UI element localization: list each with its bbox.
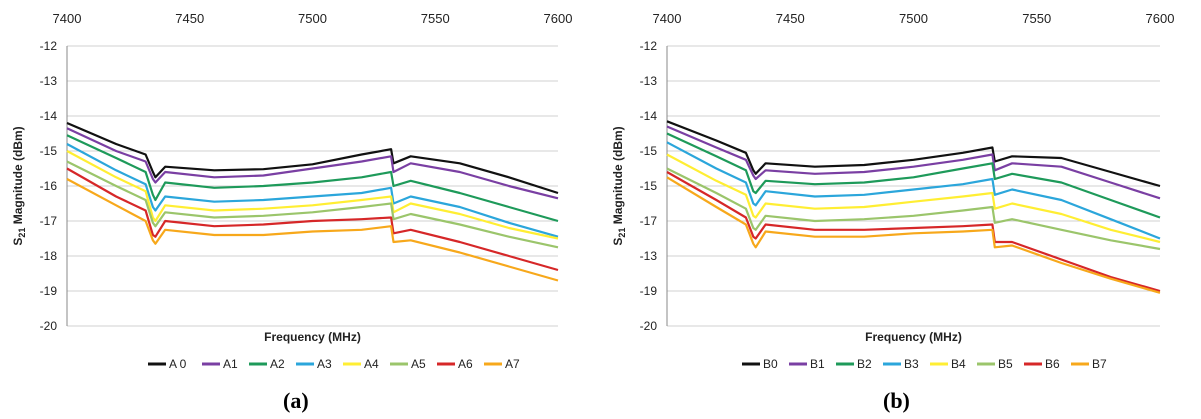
y-tick-label: -13 xyxy=(40,74,58,88)
legend-label: B0 xyxy=(763,357,778,371)
panel-label-b: (b) xyxy=(883,388,910,413)
y-tick-label: -12 xyxy=(640,39,658,53)
y-tick-label: -16 xyxy=(40,179,58,193)
y-tick-label: -15 xyxy=(640,144,658,158)
x-tick-label: 7400 xyxy=(653,11,682,26)
y-axis-label-rest: Magnitude (dBm) xyxy=(11,126,25,227)
x-tick-label: 7400 xyxy=(53,11,82,26)
series-line-a7 xyxy=(66,178,559,282)
panel-label-a: (a) xyxy=(283,388,309,413)
x-tick-label: 7550 xyxy=(421,11,450,26)
series-line-a1 xyxy=(66,127,559,200)
y-tick-label: -14 xyxy=(640,109,658,123)
x-tick-label: 7450 xyxy=(175,11,204,26)
series-line-b4 xyxy=(666,153,1161,244)
x-tick-label: 7550 xyxy=(1022,11,1051,26)
y-tick-label: -15 xyxy=(40,144,58,158)
y-tick-label: -13 xyxy=(640,74,658,88)
y-tick-label: -19 xyxy=(40,284,58,298)
legend-label: A3 xyxy=(317,357,332,371)
series-line-b6 xyxy=(666,171,1161,293)
x-tick-label: 7600 xyxy=(1146,11,1175,26)
legend-label: B7 xyxy=(1092,357,1107,371)
y-tick-label: -12 xyxy=(40,39,58,53)
y-tick-label: -17 xyxy=(640,214,658,228)
series-line-b2 xyxy=(666,132,1161,219)
series-line-b3 xyxy=(666,141,1161,240)
legend-label: B4 xyxy=(951,357,966,371)
y-axis-label-subscript: 21 xyxy=(617,228,627,238)
series-line-a3 xyxy=(66,143,559,238)
x-axis-label: Frequency (MHz) xyxy=(264,330,361,344)
legend-label: B6 xyxy=(1045,357,1060,371)
legend-label: B2 xyxy=(857,357,872,371)
x-tick-label: 7500 xyxy=(298,11,327,26)
legend-label: A4 xyxy=(364,357,379,371)
chart-panel-b: -12 -13 -14 -15 -15 -17 -13 -19 -20 7400 7450 7500 7… xyxy=(611,11,1174,371)
y-axis-label-subscript: 21 xyxy=(17,228,27,238)
x-tick-label: 7500 xyxy=(899,11,928,26)
y-tick-label: -19 xyxy=(640,284,658,298)
series-line-b1 xyxy=(666,125,1161,200)
x-tick-label: 7600 xyxy=(544,11,573,26)
y-tick-label: -18 xyxy=(40,249,58,263)
series-line-b5 xyxy=(666,167,1161,251)
legend-label: A7 xyxy=(505,357,520,371)
y-tick-label: -20 xyxy=(40,319,58,333)
legend-label: B5 xyxy=(998,357,1013,371)
y-tick-label: -20 xyxy=(640,319,658,333)
legend-label: B3 xyxy=(904,357,919,371)
chart-panel-a: -12 -13 -14 -15 -16 -17 -18 -19 -20 7400 7450 7500 7… xyxy=(11,11,572,371)
y-axis-label-main: S xyxy=(611,238,625,246)
y-axis-label: S21 Magnitude (dBm) xyxy=(11,126,27,245)
series-line-a0 xyxy=(66,121,559,195)
y-axis-label-rest: Magnitude (dBm) xyxy=(611,126,625,227)
y-tick-label: -15 xyxy=(640,179,658,193)
y-axis-label-main: S xyxy=(11,238,25,246)
series-line-b7 xyxy=(666,176,1161,294)
x-tick-label: 7450 xyxy=(776,11,805,26)
legend-label: A 0 xyxy=(169,357,187,371)
legend-label: A6 xyxy=(458,357,473,371)
y-axis-label: S21 Magnitude (dBm) xyxy=(611,126,627,245)
y-tick-label: -14 xyxy=(40,109,58,123)
series-line-b0 xyxy=(666,120,1161,188)
legend-label: B1 xyxy=(810,357,825,371)
series-line-a2 xyxy=(66,134,559,223)
legend-label: A5 xyxy=(411,357,426,371)
legend-label: A1 xyxy=(223,357,238,371)
x-axis-label: Frequency (MHz) xyxy=(865,330,962,344)
series-line-a6 xyxy=(66,167,559,272)
series-line-a5 xyxy=(66,160,559,249)
y-tick-label: -13 xyxy=(640,249,658,263)
series-line-a4 xyxy=(66,150,559,240)
y-tick-label: -17 xyxy=(40,214,58,228)
legend-label: A2 xyxy=(270,357,285,371)
